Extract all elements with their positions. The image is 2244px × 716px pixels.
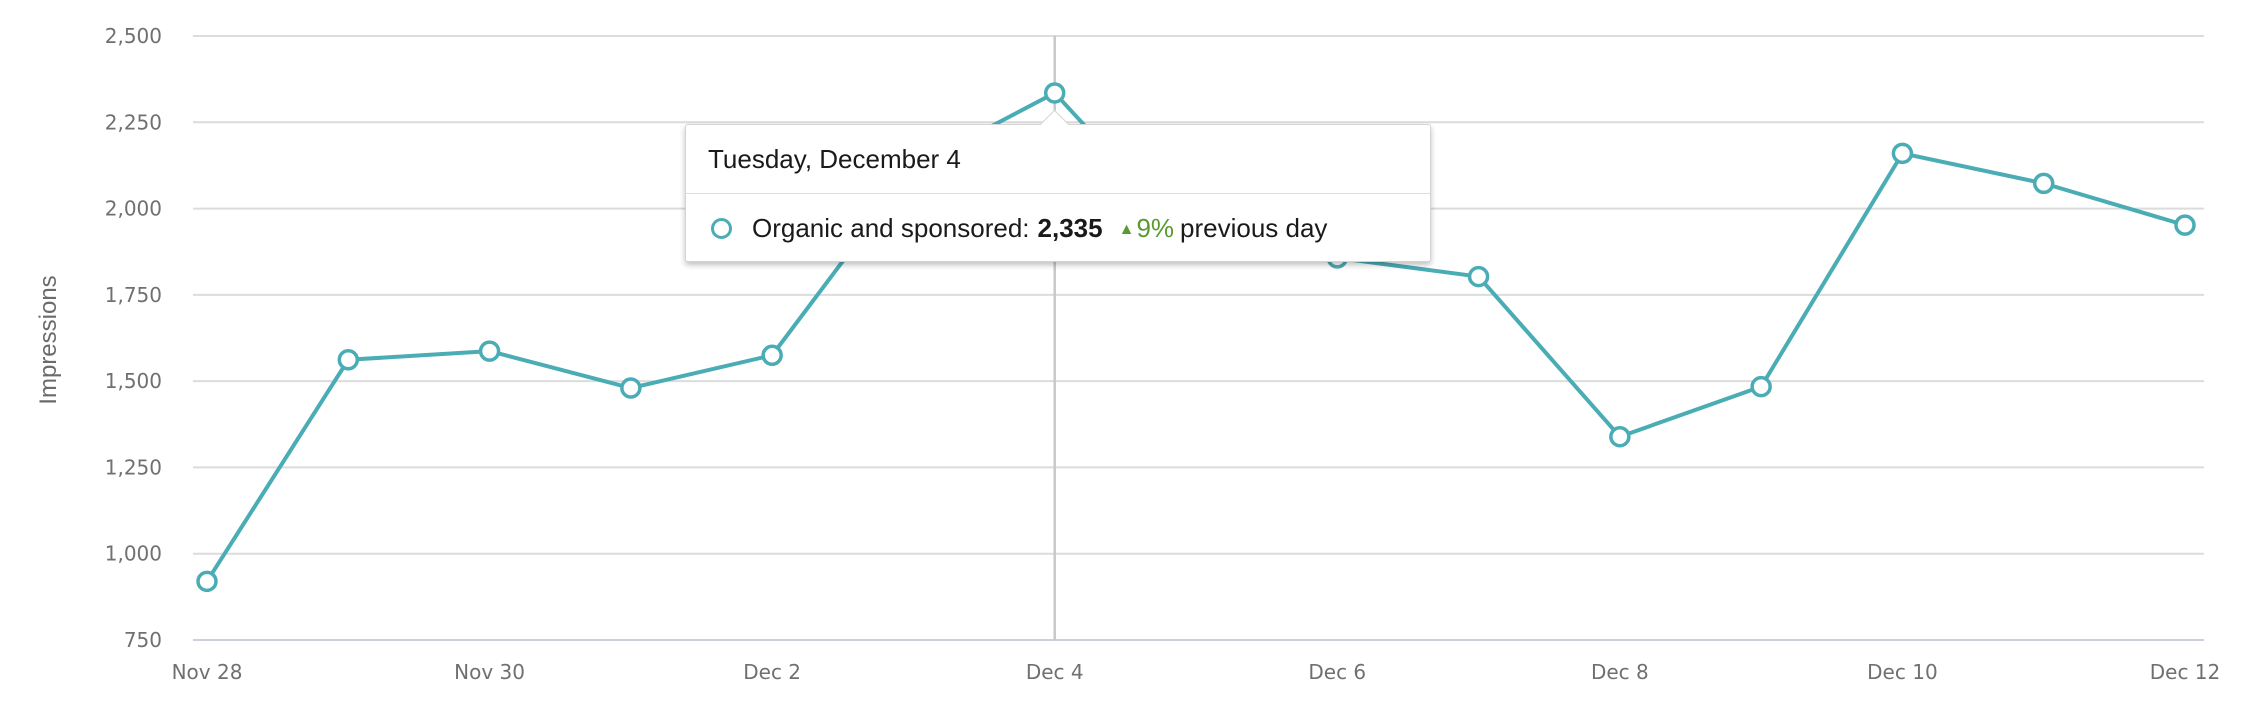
x-tick-label: Dec 4 (1026, 660, 1084, 684)
x-tick-label: Dec 10 (1867, 660, 1938, 684)
y-axis-label: Impressions (35, 275, 62, 404)
series-points (196, 82, 2196, 593)
x-tick-label: Nov 30 (454, 660, 525, 684)
tooltip-row: Organic and sponsored: 2,335 ▲9% previou… (686, 194, 1430, 262)
data-point[interactable] (1750, 375, 1772, 398)
tooltip-suffix: previous day (1180, 212, 1328, 243)
data-point[interactable] (478, 340, 501, 362)
y-tick-label: 2,250 (105, 110, 162, 134)
x-tick-label: Dec 6 (1308, 660, 1366, 684)
y-tick-label: 1,000 (105, 542, 162, 566)
x-tick-label: Dec 8 (1591, 660, 1649, 684)
y-tick-label: 1,750 (105, 283, 162, 307)
tooltip-series-label: Organic and sponsored: (752, 212, 1030, 243)
data-point[interactable] (761, 344, 783, 367)
x-tick-label: Dec 12 (2150, 660, 2221, 684)
data-point[interactable] (1467, 265, 1490, 288)
data-point[interactable] (2174, 214, 2196, 236)
tooltip: Tuesday, December 4 Organic and sponsore… (685, 109, 1431, 262)
x-tick-label: Nov 28 (172, 660, 243, 684)
tooltip-change-value: 9% (1136, 212, 1175, 243)
data-point[interactable] (196, 570, 218, 593)
y-tick-label: 1,250 (105, 455, 162, 479)
tooltip-change: ▲9% (1119, 213, 1174, 244)
triangle-up-icon: ▲ (1118, 220, 1135, 238)
tooltip-value: 2,335 (1037, 212, 1103, 243)
data-point[interactable] (1043, 82, 1066, 104)
y-tick-label: 1,500 (105, 369, 162, 393)
tooltip-title: Tuesday, December 4 (686, 125, 1430, 194)
data-point[interactable] (337, 348, 360, 371)
y-tick-label: 2,500 (105, 24, 162, 48)
data-point[interactable] (1891, 142, 1914, 165)
data-point[interactable] (2032, 172, 2055, 195)
y-axis-ticks: 750 1,000 1,250 1,500 1,750 2,000 2,250 2,500 (105, 24, 162, 652)
series-marker-icon (711, 217, 732, 239)
y-tick-label: 2,000 (105, 197, 162, 221)
y-tick-label: 750 (124, 628, 162, 652)
data-point[interactable] (1609, 425, 1631, 448)
x-axis-ticks: Nov 28 Nov 30 Dec 2 Dec 4 Dec 6 Dec 8 Dec 10 De… (172, 660, 2221, 684)
data-point[interactable] (620, 377, 642, 399)
x-tick-label: Dec 2 (743, 660, 801, 684)
